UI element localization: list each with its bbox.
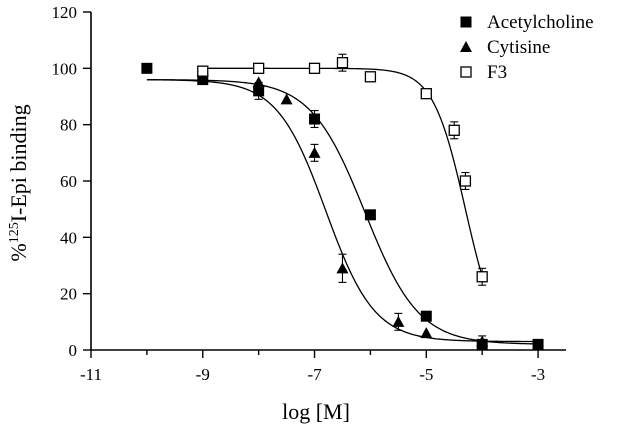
data-point-cytisine (308, 146, 321, 158)
data-point-f3 (197, 65, 209, 77)
data-point-f3 (459, 175, 472, 187)
y-axis-title: %125I-Epi binding (6, 104, 31, 261)
data-point-acetylcholine (364, 209, 376, 221)
data-point-f3 (308, 62, 321, 74)
legend-marker-cytisine (460, 41, 472, 52)
data-point-cytisine (392, 315, 405, 327)
y-tick-label: 40 (60, 228, 77, 247)
data-point-f3 (476, 271, 488, 283)
legend-marker-acetylcholine (460, 16, 472, 28)
fit-curve-f3 (202, 67, 483, 277)
fit-curve-cytisine (146, 79, 537, 343)
y-tick-label: 0 (69, 341, 78, 360)
legend-marker-f3 (460, 66, 472, 78)
data-point-f3 (420, 88, 432, 100)
data-point-cytisine (252, 76, 265, 88)
data-point-acetylcholine (532, 338, 544, 350)
y-axis-title-prefix: % (6, 243, 31, 261)
y-tick-label: 80 (60, 116, 77, 135)
x-tick-label: -11 (80, 365, 102, 384)
y-tick-label: 20 (60, 285, 77, 304)
data-point-f3 (252, 62, 265, 74)
data-point-cytisine (280, 93, 293, 105)
x-axis-title: log [M] (282, 399, 350, 424)
data-point-cytisine (336, 262, 349, 274)
legend-label-acetylcholine: Acetylcholine (487, 12, 594, 33)
legend-label-f3: F3 (487, 62, 507, 83)
x-tick-label: -9 (196, 365, 210, 384)
x-tick-label: -7 (307, 365, 322, 384)
y-axis-title-superscript: 125 (7, 222, 22, 243)
data-point-f3 (364, 71, 377, 83)
x-tick-label: -5 (419, 365, 433, 384)
plot-area: 0 20 40 60 80 100 120 -11 -9 -7 -5 -3 Acetylcholine C… (52, 3, 594, 384)
legend-label-cytisine: Cytisine (487, 37, 550, 58)
x-tick-label: -3 (531, 365, 545, 384)
fit-curve-acetylcholine (146, 79, 537, 345)
data-point-cytisine (476, 335, 489, 347)
data-point-f3 (448, 124, 460, 136)
y-tick-label: 60 (60, 172, 77, 191)
data-point-acetylcholine (141, 62, 153, 74)
data-point-cytisine (420, 327, 433, 339)
y-axis-title-suffix: I-Epi binding (6, 104, 31, 222)
y-tick-label: 100 (52, 59, 78, 78)
data-point-f3 (336, 57, 349, 69)
data-point-acetylcholine (309, 113, 321, 125)
data-point-acetylcholine (420, 310, 432, 322)
y-tick-label: 120 (52, 3, 78, 22)
